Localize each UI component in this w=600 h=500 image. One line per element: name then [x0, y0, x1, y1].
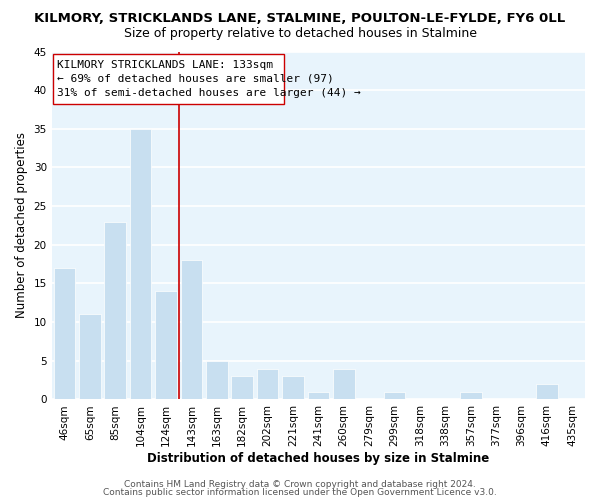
Bar: [308, 392, 329, 400]
X-axis label: Distribution of detached houses by size in Stalmine: Distribution of detached houses by size …: [147, 452, 490, 465]
FancyBboxPatch shape: [53, 54, 284, 104]
Bar: [384, 392, 406, 400]
Text: Contains public sector information licensed under the Open Government Licence v3: Contains public sector information licen…: [103, 488, 497, 497]
Text: Size of property relative to detached houses in Stalmine: Size of property relative to detached ho…: [124, 28, 476, 40]
Text: KILMORY, STRICKLANDS LANE, STALMINE, POULTON-LE-FYLDE, FY6 0LL: KILMORY, STRICKLANDS LANE, STALMINE, POU…: [34, 12, 566, 26]
Bar: [181, 260, 202, 400]
Text: KILMORY STRICKLANDS LANE: 133sqm: KILMORY STRICKLANDS LANE: 133sqm: [57, 60, 273, 70]
Bar: [206, 361, 227, 400]
Y-axis label: Number of detached properties: Number of detached properties: [15, 132, 28, 318]
Bar: [130, 129, 151, 400]
Bar: [536, 384, 557, 400]
Bar: [155, 291, 177, 400]
Bar: [79, 314, 101, 400]
Bar: [282, 376, 304, 400]
Text: Contains HM Land Registry data © Crown copyright and database right 2024.: Contains HM Land Registry data © Crown c…: [124, 480, 476, 489]
Bar: [333, 368, 355, 400]
Bar: [53, 268, 75, 400]
Text: ← 69% of detached houses are smaller (97): ← 69% of detached houses are smaller (97…: [57, 74, 334, 84]
Text: 31% of semi-detached houses are larger (44) →: 31% of semi-detached houses are larger (…: [57, 88, 361, 98]
Bar: [460, 392, 482, 400]
Bar: [257, 368, 278, 400]
Bar: [232, 376, 253, 400]
Bar: [104, 222, 126, 400]
